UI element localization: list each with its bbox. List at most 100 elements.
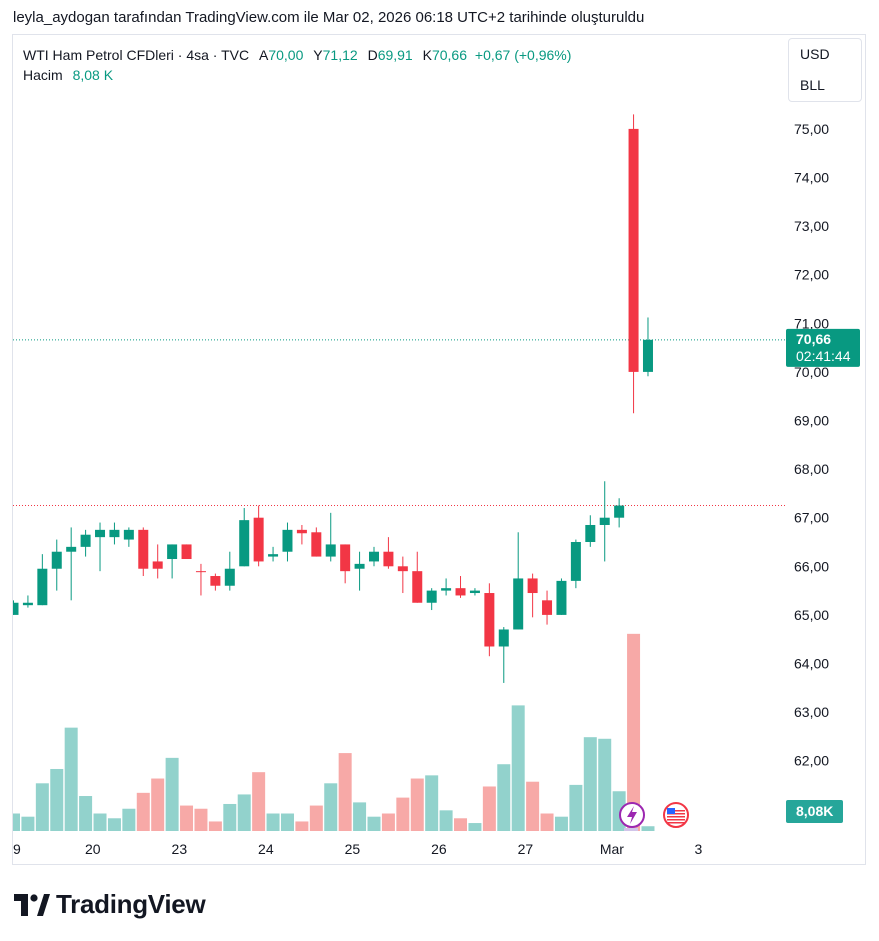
price-tick-label: 70,00 — [794, 364, 829, 380]
volume-bar — [540, 813, 554, 831]
candle-body[interactable] — [224, 568, 235, 586]
volume-value: 8,08 K — [72, 67, 114, 83]
currency-label[interactable]: USD — [800, 46, 830, 62]
candle-body[interactable] — [195, 571, 206, 573]
last-price-badge — [786, 328, 860, 367]
tradingview-logo-text: TradingView — [56, 889, 206, 919]
candle-body[interactable] — [498, 629, 509, 647]
volume-bar — [497, 764, 511, 831]
candle-body[interactable] — [585, 524, 596, 542]
candle-body[interactable] — [484, 593, 495, 647]
volume-bar — [122, 808, 136, 831]
candle-body[interactable] — [628, 128, 639, 372]
price-tick-label: 64,00 — [794, 656, 829, 672]
ohlc-row: WTI Ham Petrol CFDleri · 4sa · TVC A70,0… — [23, 45, 571, 65]
lightning-icon — [627, 806, 637, 824]
candle-body[interactable] — [123, 529, 134, 540]
unit-label[interactable]: BLL — [800, 77, 825, 93]
candle-body[interactable] — [37, 568, 48, 606]
candle-body[interactable] — [542, 600, 553, 615]
us-flag-stripe — [667, 819, 685, 821]
candle-body[interactable] — [614, 505, 625, 518]
candle-body[interactable] — [109, 529, 120, 538]
candle-body[interactable] — [469, 590, 480, 594]
volume-bar — [598, 738, 612, 831]
volume-bar — [35, 783, 49, 831]
candle-body[interactable] — [311, 532, 322, 557]
tradingview-logo-icon — [14, 893, 50, 916]
volume-bar — [396, 797, 410, 831]
candle-body[interactable] — [455, 588, 466, 596]
candle-body[interactable] — [412, 571, 423, 603]
candle-body[interactable] — [570, 542, 581, 581]
price-tick-label: 75,00 — [794, 121, 829, 137]
volume-label[interactable]: Hacim — [23, 67, 63, 83]
candle-body[interactable] — [210, 576, 221, 586]
volume-bar — [266, 813, 280, 831]
candle-body[interactable] — [296, 529, 307, 534]
candle-body[interactable] — [268, 554, 279, 557]
candle-body[interactable] — [354, 563, 365, 569]
volume-bar — [107, 818, 121, 831]
candle-body[interactable] — [253, 517, 264, 562]
volume-bar — [381, 813, 395, 831]
volume-bar — [64, 727, 78, 831]
tradingview-logo[interactable]: TradingView — [14, 889, 206, 920]
price-tick-label: 63,00 — [794, 704, 829, 720]
currency-unit-selector[interactable]: USD BLL — [788, 38, 862, 102]
us-flag-stripe — [667, 810, 685, 812]
candle-body[interactable] — [95, 529, 106, 538]
price-tick-label: 71,00 — [794, 315, 829, 331]
event-marker — [624, 828, 638, 831]
candle-body[interactable] — [397, 566, 408, 572]
candle-body[interactable] — [383, 551, 394, 567]
us-flag-canton — [667, 808, 675, 814]
candle-body[interactable] — [599, 517, 610, 525]
candle-body[interactable] — [80, 534, 91, 547]
volume-bar — [252, 772, 266, 831]
symbol-title[interactable]: WTI Ham Petrol CFDleri · 4sa · TVC — [23, 47, 250, 63]
candle-body[interactable] — [167, 544, 178, 560]
us-flag-stripe — [667, 813, 685, 815]
candle-body[interactable] — [441, 588, 452, 591]
candle-body[interactable] — [138, 529, 149, 569]
volume-bar — [280, 813, 294, 831]
candle-body[interactable] — [22, 602, 33, 606]
close-value: 70,66 — [431, 47, 468, 63]
price-tick-label: 68,00 — [794, 461, 829, 477]
candle-body[interactable] — [66, 546, 77, 552]
price-tick-label: 73,00 — [794, 218, 829, 234]
candle-body[interactable] — [426, 590, 437, 603]
candle-body[interactable] — [513, 578, 524, 630]
candle-body[interactable] — [13, 602, 19, 615]
candle-body[interactable] — [181, 544, 192, 560]
volume-bar — [526, 781, 540, 831]
candle-body[interactable] — [340, 544, 351, 572]
candle-body[interactable] — [556, 580, 567, 615]
last-price-value: 70,66 — [796, 331, 831, 347]
price-tick-label: 62,00 — [794, 753, 829, 769]
time-tick-label: 9 — [13, 841, 21, 857]
price-tick-label: 72,00 — [794, 267, 829, 283]
volume-bar — [151, 778, 165, 831]
candle-body[interactable] — [527, 578, 538, 594]
volume-bar — [50, 768, 64, 831]
volume-bar — [223, 803, 237, 831]
candle-body[interactable] — [325, 544, 336, 557]
volume-bar — [554, 816, 568, 831]
candle-body[interactable] — [282, 529, 293, 552]
volume-bar — [93, 813, 107, 831]
low-label: D — [367, 47, 378, 63]
volume-bar — [583, 737, 597, 831]
price-tick-label: 65,00 — [794, 607, 829, 623]
candle-body[interactable] — [642, 339, 653, 372]
volume-bar — [208, 821, 222, 831]
us-flag-stripe — [667, 816, 685, 818]
candle-body[interactable] — [239, 520, 250, 567]
candle-body[interactable] — [51, 551, 62, 569]
candle-body[interactable] — [152, 561, 163, 569]
chart-frame[interactable] — [12, 34, 866, 865]
candle-body[interactable] — [369, 551, 379, 562]
